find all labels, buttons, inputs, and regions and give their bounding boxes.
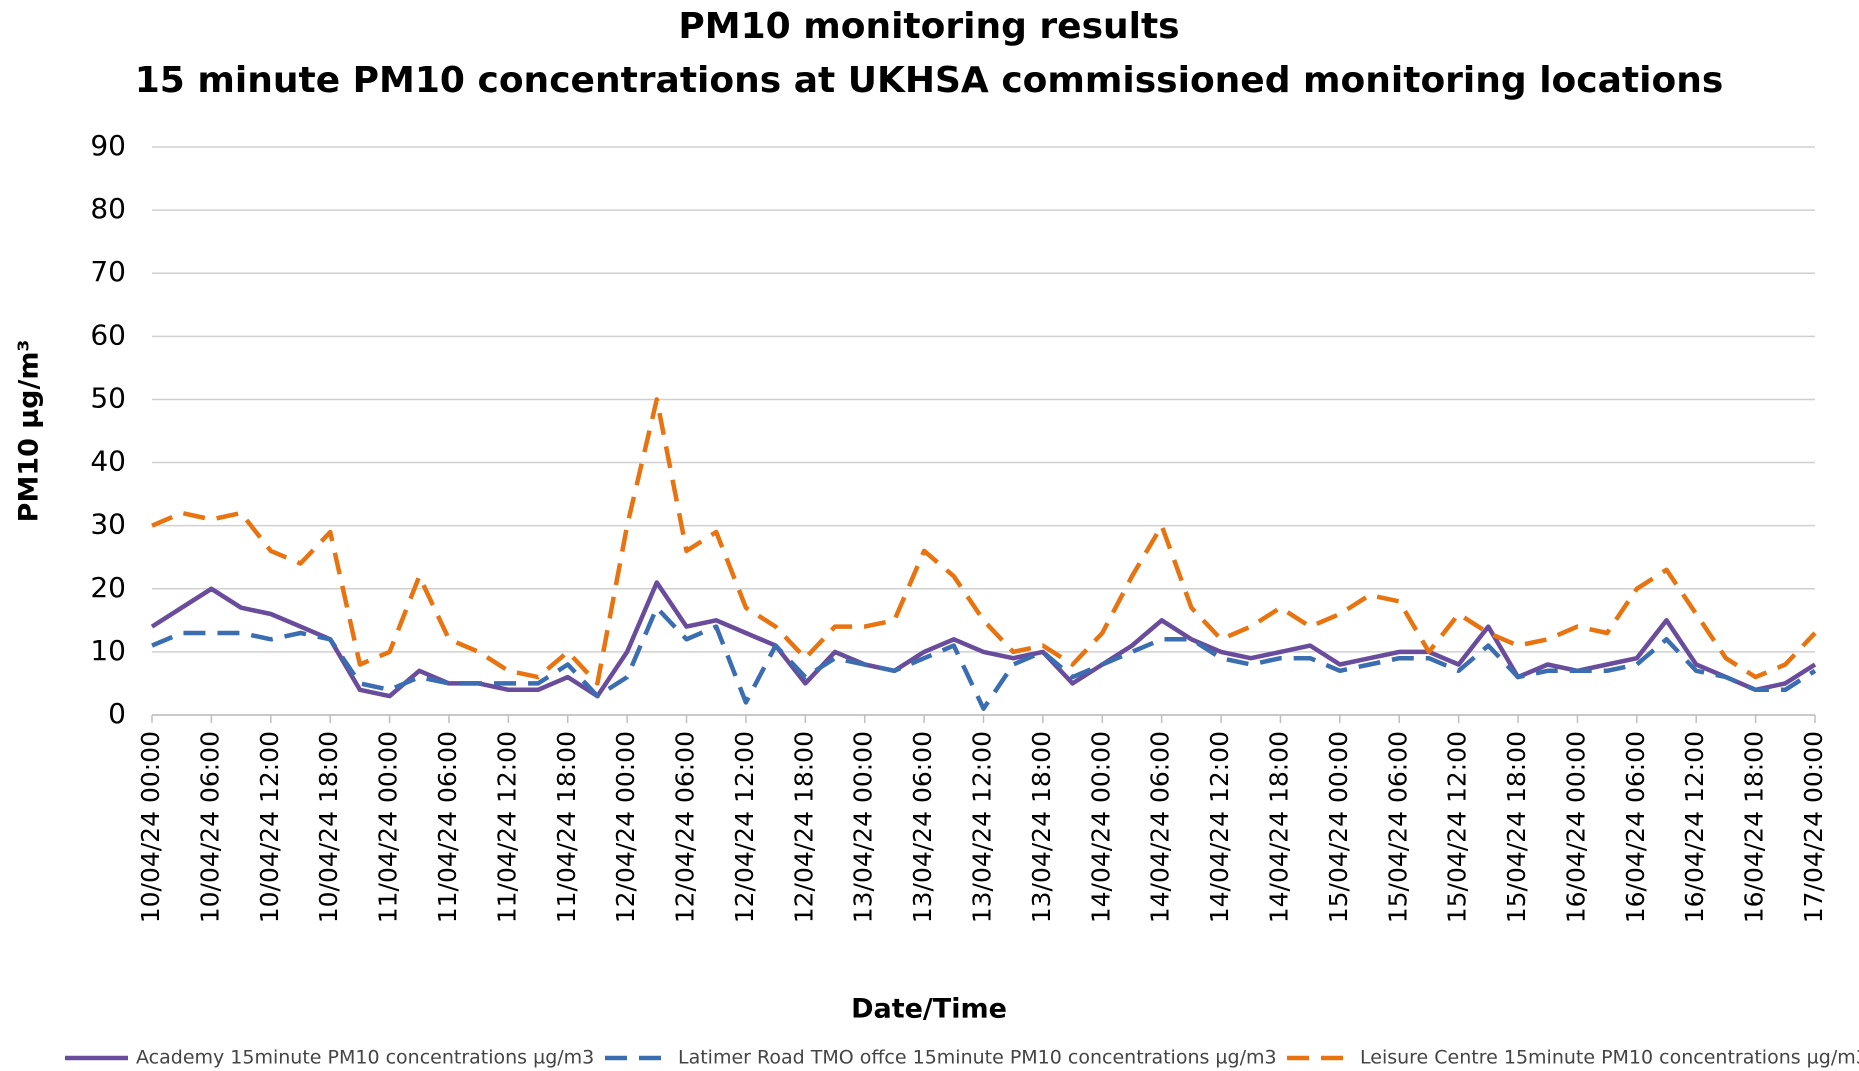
x-tick-label: 11/04/24 12:00 bbox=[492, 731, 521, 923]
y-tick-label: 40 bbox=[90, 445, 126, 478]
y-axis-title: PM10 µg/m³ bbox=[14, 340, 45, 523]
x-tick-label: 13/04/24 12:00 bbox=[968, 731, 997, 923]
x-tick-label: 13/04/24 00:00 bbox=[849, 731, 878, 923]
x-tick-label: 17/04/24 00:00 bbox=[1799, 731, 1828, 923]
x-tick-label: 14/04/24 00:00 bbox=[1086, 731, 1115, 923]
y-tick-label: 60 bbox=[90, 318, 126, 351]
chart-subtitle: 15 minute PM10 concentrations at UKHSA c… bbox=[135, 60, 1724, 101]
y-tick-label: 0 bbox=[108, 697, 126, 730]
x-tick-label: 10/04/24 06:00 bbox=[195, 731, 224, 923]
x-tick-label: 16/04/24 18:00 bbox=[1740, 731, 1769, 923]
y-tick-label: 10 bbox=[90, 634, 126, 667]
x-tick-label: 12/04/24 06:00 bbox=[671, 731, 700, 923]
x-tick-label: 10/04/24 00:00 bbox=[136, 731, 165, 923]
y-tick-label: 30 bbox=[90, 508, 126, 541]
x-tick-label: 11/04/24 18:00 bbox=[552, 731, 581, 923]
x-tick-label: 16/04/24 06:00 bbox=[1621, 731, 1650, 923]
legend-label: Leisure Centre 15minute PM10 concentrati… bbox=[1360, 1047, 1859, 1069]
x-tick-label: 12/04/24 00:00 bbox=[611, 731, 640, 923]
series-line bbox=[151, 605, 1817, 711]
chart-title: PM10 monitoring results bbox=[678, 6, 1179, 47]
x-tick-label: 11/04/24 06:00 bbox=[433, 731, 462, 923]
x-tick-label: 14/04/24 12:00 bbox=[1205, 731, 1234, 923]
x-tick-label: 12/04/24 18:00 bbox=[789, 731, 818, 923]
x-tick-label: 14/04/24 18:00 bbox=[1264, 731, 1293, 923]
x-tick-label: 15/04/24 00:00 bbox=[1324, 731, 1353, 923]
x-tick-label: 15/04/24 18:00 bbox=[1502, 731, 1531, 923]
series-line bbox=[150, 580, 1817, 699]
x-axis-title: Date/Time bbox=[851, 994, 1007, 1025]
legend-label: Academy 15minute PM10 concentrations µg/… bbox=[136, 1047, 594, 1069]
y-tick-label: 20 bbox=[90, 571, 126, 604]
series-line bbox=[151, 397, 1817, 686]
x-tick-label: 11/04/24 00:00 bbox=[374, 731, 403, 923]
x-tick-label: 13/04/24 18:00 bbox=[1027, 731, 1056, 923]
x-tick-label: 16/04/24 00:00 bbox=[1561, 731, 1590, 923]
x-tick-label: 12/04/24 12:00 bbox=[730, 731, 759, 923]
x-tick-label: 14/04/24 06:00 bbox=[1146, 731, 1175, 923]
x-tick-label: 15/04/24 12:00 bbox=[1443, 731, 1472, 923]
y-tick-label: 70 bbox=[90, 255, 126, 288]
y-tick-label: 80 bbox=[90, 192, 126, 225]
legend-label: Latimer Road TMO offce 15minute PM10 con… bbox=[678, 1047, 1277, 1069]
x-tick-label: 15/04/24 06:00 bbox=[1383, 731, 1412, 923]
x-tick-label: 10/04/24 12:00 bbox=[255, 731, 284, 923]
x-tick-label: 10/04/24 18:00 bbox=[314, 731, 343, 923]
y-tick-label: 90 bbox=[90, 129, 126, 162]
y-tick-label: 50 bbox=[90, 381, 126, 414]
x-tick-label: 13/04/24 06:00 bbox=[908, 731, 937, 923]
x-tick-label: 16/04/24 12:00 bbox=[1680, 731, 1709, 923]
